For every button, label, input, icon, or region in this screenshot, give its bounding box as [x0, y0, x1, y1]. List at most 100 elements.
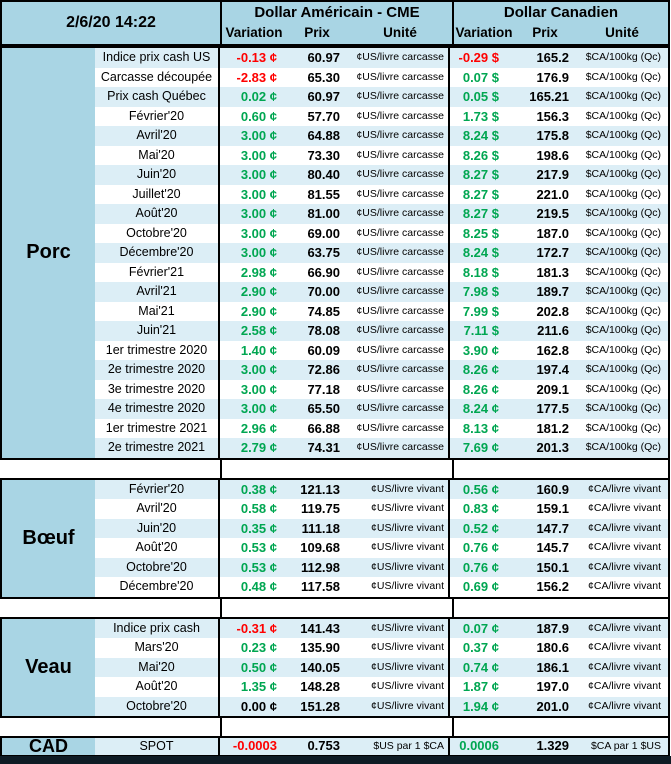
ca-variation-cell: 0.0006	[459, 738, 499, 753]
table-row: Indice prix cash US -0.13 ¢ 60.97 ¢US/li…	[95, 48, 668, 68]
us-variation-cell: 2.98 ¢	[240, 264, 277, 280]
us-variation-cell: 0.60 ¢	[240, 108, 277, 124]
ca-price-cell: 187.0	[536, 225, 569, 241]
ca-price-cell: 187.9	[536, 620, 569, 636]
ca-variation-cell: 1.73 $	[462, 108, 499, 124]
ca-unit-cell: $CA/100kg (Qc)	[585, 324, 661, 336]
row-label-cell: Mai'20	[95, 657, 220, 677]
ca-variation-cell: 7.11 $	[463, 323, 499, 338]
category-label: Veau	[2, 618, 95, 716]
us-unit-cell: ¢US/livre carcasse	[346, 243, 450, 263]
table-row: Mars'20 0.23 ¢ 135.90 ¢US/livre vivant 0…	[95, 638, 668, 658]
us-variation-cell: 0.38 ¢	[240, 481, 277, 497]
us-price-cell: 60.97	[307, 89, 340, 104]
ca-unit-cell: $CA/100kg (Qc)	[585, 207, 661, 219]
ca-unit-cell: $CA/100kg (Qc)	[585, 187, 661, 200]
section-rows: Indice prix cash -0.31 ¢ 141.43 ¢US/livr…	[95, 618, 668, 716]
us-unit-cell: ¢US/livre carcasse	[346, 204, 450, 224]
ca-unit-cell: $CA/100kg (Qc)	[585, 109, 661, 122]
row-label-cell: Juin'20	[95, 165, 220, 185]
ca-price-cell: 156.3	[536, 108, 569, 124]
ca-price-cell: 217.9	[536, 167, 569, 182]
table-row: 4e trimestre 2020 3.00 ¢ 65.50 ¢US/livre…	[95, 399, 668, 419]
table-row: Mai'20 0.50 ¢ 140.05 ¢US/livre vivant 0.…	[95, 657, 668, 677]
us-price-header: Prix	[304, 25, 330, 40]
section-gap	[0, 598, 670, 617]
us-dollar-group-header: Dollar Américain - CME Variation Prix Un…	[222, 2, 454, 44]
table-row: Prix cash Québec 0.02 ¢ 60.97 ¢US/livre …	[95, 87, 668, 107]
ca-unit-cell: ¢CA/livre vivant	[588, 502, 661, 514]
us-variation-cell: -0.13 ¢	[236, 50, 277, 65]
ca-unit-cell: ¢CA/livre vivant	[588, 482, 661, 495]
ca-price-cell: 201.3	[536, 440, 569, 455]
table-row: Avril'21 2.90 ¢ 70.00 ¢US/livre carcasse…	[95, 282, 668, 302]
bottom-window-edge	[0, 756, 671, 764]
ca-unit-cell: ¢CA/livre vivant	[588, 521, 661, 534]
category-label: Bœuf	[2, 479, 95, 597]
table-row: 1er trimestre 2021 2.96 ¢ 66.88 ¢US/livr…	[95, 418, 668, 438]
ca-price-cell: 198.6	[536, 147, 569, 163]
category-label: CAD	[2, 736, 95, 756]
us-variation-cell: 3.00 ¢	[240, 225, 277, 241]
ca-variation-cell: 8.25 $	[462, 225, 499, 241]
us-variation-cell: 0.00 ¢	[240, 698, 277, 714]
ca-variation-cell: 8.26 ¢	[462, 381, 499, 397]
us-price-cell: 77.18	[307, 381, 340, 397]
us-unit-cell: ¢US/livre vivant	[346, 479, 450, 499]
ca-price-cell: 211.6	[537, 323, 569, 338]
row-label-cell: Février'21	[95, 262, 220, 282]
us-unit-cell: ¢US/livre vivant	[346, 696, 450, 716]
ca-unit-cell: $CA/100kg (Qc)	[585, 148, 661, 161]
ca-unit-cell: $CA/100kg (Qc)	[585, 441, 661, 453]
us-price-cell: 63.75	[307, 245, 340, 260]
row-label-cell: Prix cash Québec	[95, 87, 220, 107]
ca-variation-cell: 7.98 $	[462, 284, 499, 299]
us-variation-cell: 0.50 ¢	[240, 659, 277, 675]
row-label-cell: 1er trimestre 2021	[95, 418, 220, 438]
row-label-cell: Indice prix cash	[95, 618, 220, 638]
us-unit-cell: ¢US/livre carcasse	[346, 321, 450, 341]
us-variation-cell: 2.58 ¢	[240, 323, 277, 338]
ca-unit-cell: ¢CA/livre vivant	[588, 541, 661, 553]
row-label-cell: Avril'20	[95, 499, 220, 519]
ca-dollar-group-header: Dollar Canadien Variation Prix Unité	[454, 2, 668, 44]
ca-price-header: Prix	[532, 25, 558, 40]
commodity-section: Porc Indice prix cash US -0.13 ¢ 60.97 ¢…	[0, 46, 670, 460]
us-price-cell: 80.40	[307, 167, 340, 182]
us-unit-cell: ¢US/livre carcasse	[346, 67, 450, 87]
ca-unit-cell: $CA/100kg (Qc)	[585, 246, 661, 258]
table-row: Décembre'20 0.48 ¢ 117.58 ¢US/livre viva…	[95, 577, 668, 597]
us-price-cell: 141.43	[300, 620, 340, 636]
ca-price-cell: 197.0	[536, 679, 569, 694]
us-unit-cell: ¢US/livre vivant	[346, 557, 450, 577]
ca-unit-cell: ¢CA/livre vivant	[588, 580, 661, 592]
us-unit-cell: ¢US/livre carcasse	[346, 262, 450, 282]
us-price-cell: 60.97	[307, 50, 340, 65]
us-variation-cell: 3.00 ¢	[240, 362, 277, 377]
ca-price-cell: 147.7	[536, 520, 569, 536]
row-label-cell: Juin'20	[95, 518, 220, 538]
ca-variation-cell: 1.94 ¢	[462, 698, 499, 714]
us-variation-cell: 0.48 ¢	[240, 579, 277, 594]
section-gap	[0, 718, 670, 736]
ca-variation-header: Variation	[455, 25, 513, 40]
ca-variation-cell: 0.69 ¢	[462, 579, 499, 594]
us-unit-cell: $US par 1 $CA	[346, 738, 450, 755]
row-label-cell: Juin'21	[95, 321, 220, 341]
us-price-cell: 0.753	[307, 738, 340, 753]
ca-variation-cell: 8.24 $	[462, 245, 499, 260]
us-variation-cell: 2.90 ¢	[240, 303, 277, 319]
us-unit-cell: ¢US/livre carcasse	[346, 223, 450, 243]
ca-unit-cell: $CA/100kg (Qc)	[585, 402, 661, 414]
ca-price-cell: 201.0	[536, 698, 569, 714]
ca-price-cell: 202.8	[536, 303, 569, 319]
ca-unit-cell: $CA/100kg (Qc)	[585, 304, 661, 317]
ca-unit-cell: $CA/100kg (Qc)	[585, 70, 661, 83]
us-price-cell: 135.90	[300, 640, 340, 655]
table-row: Juin'20 3.00 ¢ 80.40 ¢US/livre carcasse …	[95, 165, 668, 185]
us-unit-cell: ¢US/livre vivant	[346, 618, 450, 638]
us-unit-cell: ¢US/livre carcasse	[346, 418, 450, 438]
ca-price-cell: 177.5	[536, 401, 569, 416]
table-row: Février'20 0.38 ¢ 121.13 ¢US/livre vivan…	[95, 479, 668, 499]
ca-variation-cell: 3.90 ¢	[462, 342, 499, 358]
